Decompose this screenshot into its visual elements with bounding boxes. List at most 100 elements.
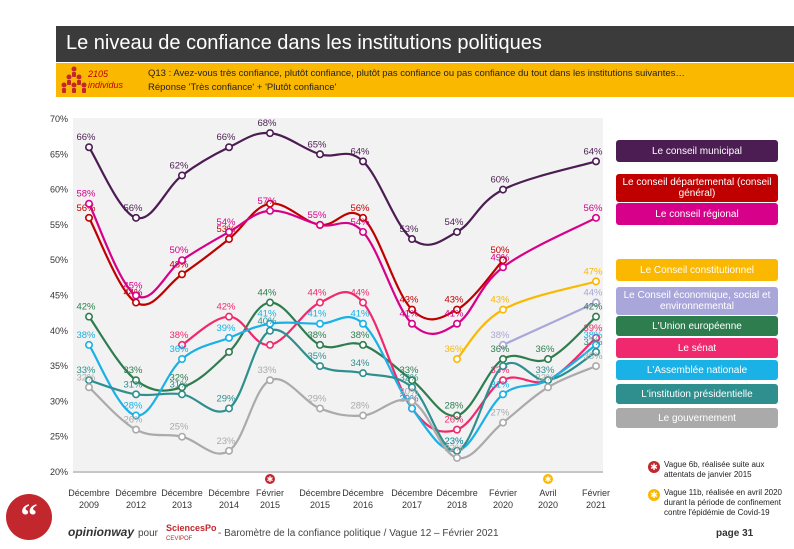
- sciencespo-sub: CEVIPOF: [166, 536, 193, 542]
- data-label: 43%: [444, 295, 464, 306]
- data-point: [132, 291, 141, 300]
- data-point: [315, 340, 324, 349]
- people-icon: [61, 66, 87, 93]
- data-point: [358, 227, 367, 236]
- note-wave-11b: Vague 11b, réalisée en avril 2020 durant…: [664, 488, 783, 517]
- x-tick-label-year: 2015: [260, 500, 280, 510]
- data-point: [452, 355, 461, 364]
- data-label: 36%: [490, 344, 510, 355]
- x-tick-label-year: 2016: [353, 500, 373, 510]
- data-point: [358, 157, 367, 166]
- response-note: Réponse 'Très confiance' + 'Plutôt confi…: [148, 82, 337, 93]
- data-label: 32%: [76, 372, 96, 383]
- data-label: 66%: [216, 132, 236, 143]
- data-label: 56%: [350, 203, 370, 214]
- title-bar: Le niveau de confiance dans les institut…: [56, 26, 794, 62]
- legend-item: L'Union européenne: [616, 316, 778, 336]
- page-number: page 31: [716, 528, 754, 539]
- data-point: [498, 185, 507, 194]
- data-point: [178, 432, 187, 441]
- data-point: [178, 390, 187, 399]
- data-label: 33%: [76, 365, 96, 376]
- note-wave-6b: Vague 6b, réalisée suite aux attentats d…: [664, 460, 765, 479]
- data-label: 53%: [399, 224, 419, 235]
- data-label: 33%: [123, 365, 143, 376]
- data-point: [498, 263, 507, 272]
- data-point: [178, 355, 187, 364]
- data-label: 41%: [399, 309, 419, 320]
- data-point: [407, 397, 416, 406]
- data-label: 33%: [535, 365, 555, 376]
- y-tick-label: 35%: [50, 361, 68, 371]
- data-point: [498, 362, 507, 371]
- sciencespo-logo: SciencesPo CEVIPOF: [166, 524, 217, 544]
- y-tick-label: 55%: [50, 220, 68, 230]
- x-tick-label-month: Décembre: [436, 488, 478, 498]
- data-label: 62%: [169, 160, 189, 171]
- data-label: 54%: [444, 217, 464, 228]
- series-line: [88, 365, 597, 460]
- data-point: [407, 404, 416, 413]
- data-label: 32%: [535, 372, 555, 383]
- data-point: [85, 213, 94, 222]
- data-label: 44%: [257, 288, 277, 299]
- data-label: 36%: [169, 344, 189, 355]
- data-point: [225, 404, 234, 413]
- data-point: [591, 277, 600, 286]
- wave-star-marker: [543, 474, 553, 484]
- data-point: [498, 390, 507, 399]
- y-tick-label: 30%: [50, 396, 68, 406]
- data-point: [452, 453, 461, 462]
- data-label: 25%: [169, 422, 189, 433]
- data-point: [132, 376, 141, 385]
- series-line: [456, 280, 597, 360]
- data-label: 36%: [535, 344, 555, 355]
- data-label: 39%: [583, 323, 603, 334]
- data-label: 50%: [490, 245, 510, 256]
- data-point: [265, 298, 274, 307]
- data-point: [358, 411, 367, 420]
- legend-item: L'institution présidentielle: [616, 384, 778, 404]
- y-tick-label: 65%: [50, 149, 68, 159]
- data-label: 22%: [444, 443, 464, 454]
- data-label: 35%: [583, 351, 603, 362]
- data-label: 31%: [169, 379, 189, 390]
- data-point: [452, 411, 461, 420]
- data-label: 43%: [399, 295, 419, 306]
- data-point: [315, 220, 324, 229]
- data-label: 30%: [399, 386, 419, 397]
- data-label: 36%: [444, 344, 464, 355]
- data-point: [498, 340, 507, 349]
- data-point: [265, 340, 274, 349]
- legend-item: Le Conseil constitutionnel: [616, 259, 778, 281]
- data-label: 38%: [307, 330, 327, 341]
- wave-star-marker: [265, 474, 275, 484]
- data-label: 54%: [350, 217, 370, 228]
- data-point: [225, 143, 234, 152]
- sample-count: 2105: [88, 69, 109, 79]
- sample-size: 2105 individus: [88, 69, 123, 91]
- data-label: 34%: [350, 358, 370, 369]
- x-tick-label-year: 2013: [172, 500, 192, 510]
- x-tick-label-year: 2014: [219, 500, 239, 510]
- data-label: 41%: [444, 309, 464, 320]
- data-label: 48%: [169, 259, 189, 270]
- x-tick-label-month: Décembre: [391, 488, 433, 498]
- x-tick-label-month: Février: [489, 488, 517, 498]
- wave-6b-star-icon: ✱: [648, 461, 660, 473]
- data-label: 43%: [490, 295, 510, 306]
- data-label: 33%: [399, 365, 419, 376]
- data-point: [132, 390, 141, 399]
- data-label: 41%: [257, 309, 277, 320]
- data-point: [132, 213, 141, 222]
- data-label: 23%: [444, 436, 464, 447]
- data-label: 60%: [490, 175, 510, 186]
- data-point: [265, 129, 274, 138]
- data-label: 27%: [490, 408, 510, 419]
- data-label: 40%: [257, 316, 277, 327]
- wave-star-glyph: ✱: [545, 475, 552, 484]
- data-point: [315, 319, 324, 328]
- data-point: [265, 326, 274, 335]
- data-point: [498, 376, 507, 385]
- data-point: [85, 383, 94, 392]
